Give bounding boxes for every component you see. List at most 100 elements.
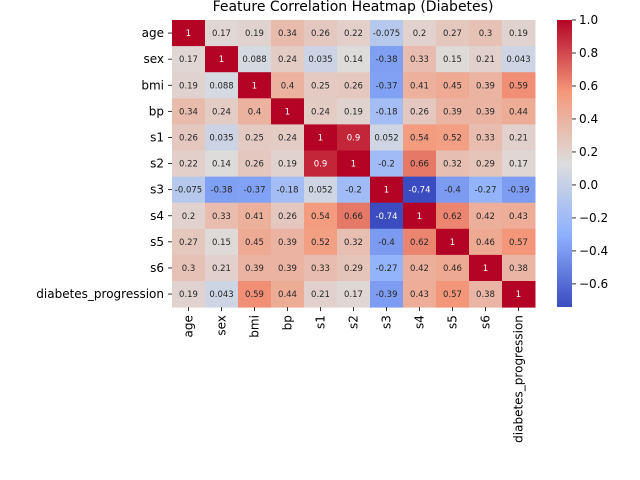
heatmap-cell xyxy=(370,150,404,178)
column-tick-label: s2 xyxy=(347,315,361,329)
heatmap-cell xyxy=(370,202,404,230)
cell-value-label: 1 xyxy=(219,55,224,65)
cell-value-label: -0.38 xyxy=(211,186,233,196)
row-tick-label: sex xyxy=(143,52,164,66)
heatmap-cell xyxy=(172,72,206,99)
heatmap-cell xyxy=(436,20,470,47)
row-tick-label: diabetes_progression xyxy=(36,287,164,301)
cell-value-label: 0.59 xyxy=(245,290,264,300)
cell-value-label: 0.3 xyxy=(479,29,493,39)
heatmap-cell xyxy=(304,124,338,151)
heatmap-cell xyxy=(271,202,305,230)
heatmap-cell xyxy=(238,202,272,230)
heatmap-cell xyxy=(436,281,470,308)
cell-value-label: -0.4 xyxy=(444,186,461,196)
heatmap-cell xyxy=(172,281,206,308)
cell-value-label: 0.035 xyxy=(308,55,332,65)
heatmap-cell xyxy=(337,46,371,73)
heatmap-cell xyxy=(436,72,470,99)
heatmap-cell xyxy=(436,202,470,230)
heatmap-cell xyxy=(337,98,371,125)
cell-value-label: 0.44 xyxy=(278,290,297,300)
heatmap-cell xyxy=(337,150,371,178)
heatmap-cell xyxy=(205,124,239,151)
heatmap-cell xyxy=(271,98,305,125)
cell-value-label: 0.24 xyxy=(311,107,330,117)
cell-value-label: 0.26 xyxy=(344,81,363,91)
heatmap-cell xyxy=(238,150,272,178)
colorbar-tick-label: 0.8 xyxy=(579,46,598,60)
heatmap-cell xyxy=(502,46,536,73)
heatmap-cell xyxy=(238,228,272,256)
cell-value-label: 1 xyxy=(351,160,356,170)
heatmap-cell xyxy=(205,20,239,47)
cell-value-label: 0.17 xyxy=(344,290,363,300)
cell-value-label: 0.22 xyxy=(344,29,363,39)
cell-value-label: 0.38 xyxy=(476,290,495,300)
cell-value-label: -0.18 xyxy=(376,107,398,117)
cell-value-label: 0.17 xyxy=(212,29,231,39)
column-tick-labels: age sex bmi bp s1 s2 s3 s4 s5 s6 diabetes_progress… xyxy=(182,307,526,443)
row-tick-label: s3 xyxy=(150,183,164,197)
cell-value-label: 0.088 xyxy=(242,55,266,65)
cell-value-label: 0.62 xyxy=(410,238,429,248)
heatmap-cell xyxy=(370,20,404,47)
cell-value-label: 0.38 xyxy=(509,264,528,274)
cell-value-label: -0.27 xyxy=(376,264,398,274)
cell-value-label: 1 xyxy=(186,29,191,39)
colorbar-tick-label: 1.0 xyxy=(579,13,598,27)
cell-value-label: 0.45 xyxy=(245,238,264,248)
cell-value-label: 0.44 xyxy=(509,107,528,117)
heatmap-cell xyxy=(205,202,239,230)
cell-value-label: -0.38 xyxy=(376,55,398,65)
cell-value-label: 1 xyxy=(384,186,389,196)
cell-value-label: 0.32 xyxy=(443,160,462,170)
heatmap-cell xyxy=(205,228,239,256)
heatmap-cell xyxy=(370,254,404,282)
cell-value-label: -0.27 xyxy=(475,186,497,196)
cell-value-label: 0.19 xyxy=(278,160,297,170)
heatmap-cell xyxy=(271,150,305,178)
heatmap-cell xyxy=(238,124,272,151)
heatmap-cell xyxy=(436,124,470,151)
heatmap-cell xyxy=(337,72,371,99)
cell-value-label: 0.3 xyxy=(182,264,196,274)
heatmap-cell xyxy=(337,124,371,151)
cell-value-label: 0.66 xyxy=(344,212,363,222)
heatmap-cell xyxy=(238,254,272,282)
heatmap-cell xyxy=(304,281,338,308)
heatmap-cell xyxy=(502,124,536,151)
heatmap-cell xyxy=(403,281,437,308)
heatmap-cell xyxy=(403,228,437,256)
cell-value-label: 1 xyxy=(417,212,422,222)
cell-value-label: 0.34 xyxy=(278,29,297,39)
heatmap-cell xyxy=(502,202,536,230)
colorbar-tick-label: 0.6 xyxy=(579,79,598,93)
cell-value-label: 0.19 xyxy=(179,81,198,91)
cell-value-label: 0.52 xyxy=(311,238,330,248)
cell-value-label: 0.33 xyxy=(311,264,330,274)
cell-value-label: 0.43 xyxy=(509,212,528,222)
heatmap-cell xyxy=(271,228,305,256)
cell-value-label: 0.41 xyxy=(410,81,429,91)
row-tick-label: s1 xyxy=(150,130,164,144)
heatmap-cell xyxy=(469,176,503,204)
heatmap-cell xyxy=(469,20,503,47)
cell-value-label: 0.39 xyxy=(245,264,264,274)
cell-value-label: 0.25 xyxy=(245,133,264,143)
heatmap-cell xyxy=(205,281,239,308)
heatmap-cell xyxy=(469,254,503,282)
cell-value-label: 0.19 xyxy=(344,107,363,117)
heatmap-cell xyxy=(238,98,272,125)
column-tick-label: age xyxy=(182,315,196,337)
heatmap-cell xyxy=(304,254,338,282)
colorbar-gradient xyxy=(557,20,572,307)
heatmap-cell xyxy=(172,46,206,73)
heatmap-cell xyxy=(502,20,536,47)
heatmap-cell xyxy=(205,98,239,125)
cell-value-label: 1 xyxy=(450,238,455,248)
colorbar-tick-label: 0.0 xyxy=(579,178,598,192)
cell-value-label: 0.33 xyxy=(410,55,429,65)
heatmap-cell xyxy=(238,281,272,308)
colorbar-tick-label: −0.6 xyxy=(579,277,608,291)
